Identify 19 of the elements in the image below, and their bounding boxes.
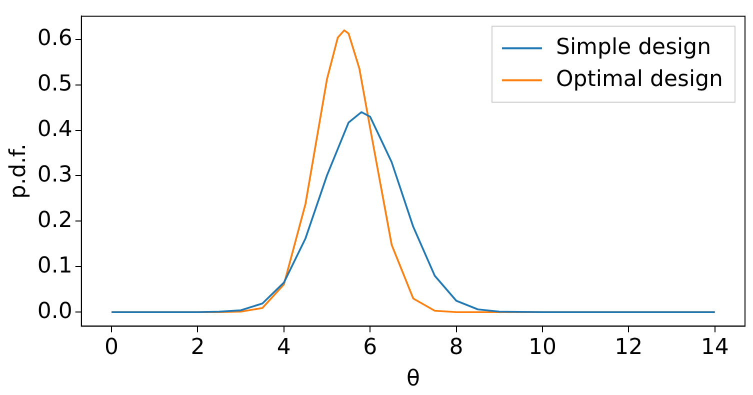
x-tick-label: 2	[190, 335, 205, 360]
x-tick-label: 6	[363, 335, 378, 360]
legend-label: Simple design	[556, 34, 712, 60]
y-tick-label: 0.4	[37, 117, 72, 142]
y-tick-label: 0.1	[37, 253, 72, 278]
y-tick-label: 0.3	[37, 162, 72, 188]
x-tick-label: 0	[104, 335, 119, 360]
x-tick-label: 10	[528, 335, 556, 360]
x-axis-title: θ	[406, 366, 420, 392]
y-axis-title: p.d.f.	[6, 144, 31, 199]
y-tick-label: 0.5	[37, 72, 72, 97]
x-tick-label: 12	[614, 335, 643, 360]
y-tick-label: 0.2	[37, 208, 72, 233]
x-tick-label: 4	[276, 335, 291, 360]
legend-label: Optimal design	[556, 66, 724, 92]
y-tick-label: 0.6	[37, 26, 72, 52]
x-tick-label: 8	[449, 335, 464, 360]
y-tick-label: 0.0	[37, 298, 72, 324]
x-tick-label: 14	[700, 335, 729, 360]
